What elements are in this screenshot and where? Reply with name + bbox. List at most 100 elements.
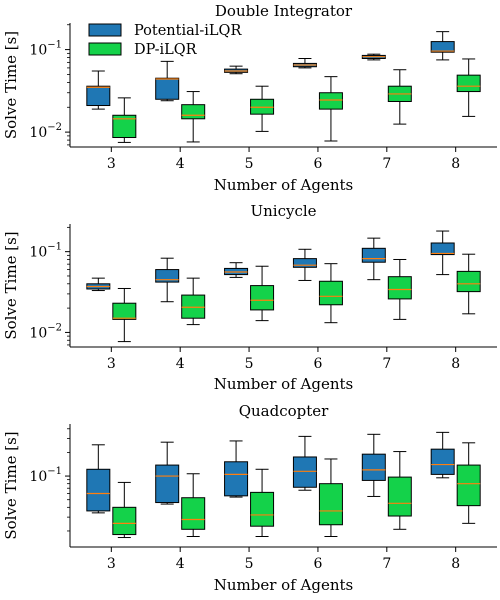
panel-1: Double Integrator 10−2 10−1 Solve Time [s] 3… (2, 2, 497, 194)
x-tick-label: 3 (107, 556, 116, 572)
legend-entry: Potential-iLQR (88, 23, 242, 39)
box-dp-ilqr (250, 85, 275, 132)
panel-3: Quadcopter 10−1 Solve Time [s] 3 4 5 6 7 8 Number… (2, 402, 497, 594)
iqr-box (155, 464, 180, 504)
box-potential-ilqr (292, 435, 317, 491)
box-dp-ilqr (318, 263, 343, 324)
box-potential-ilqr (430, 230, 455, 276)
x-tick-label: 8 (451, 156, 460, 172)
legend-label: Potential-iLQR (134, 23, 242, 39)
iqr-box (430, 41, 455, 53)
x-tick-label: 7 (382, 556, 391, 572)
box-potential-ilqr (292, 57, 317, 69)
box-dp-ilqr (456, 253, 481, 315)
x-axis-label: Number of Agents (214, 176, 353, 194)
iqr-box (456, 270, 481, 293)
x-tick-label: 7 (382, 356, 391, 372)
x-tick-label: 5 (245, 156, 254, 172)
iqr-box (318, 280, 343, 306)
iqr-box (387, 476, 412, 517)
box-potential-ilqr (292, 248, 317, 281)
box-potential-ilqr (155, 60, 180, 102)
box-potential-ilqr (361, 237, 386, 281)
iqr-box (224, 461, 249, 497)
box-potential-ilqr (224, 262, 249, 278)
y-tick-label: 10−1 (29, 40, 62, 59)
x-tick-label: 4 (176, 356, 185, 372)
iqr-box (112, 506, 137, 536)
box-potential-ilqr (361, 53, 386, 61)
box-dp-ilqr (318, 458, 343, 538)
legend-swatch (88, 42, 122, 56)
panel-title: Unicycle (250, 202, 316, 220)
box-dp-ilqr (387, 451, 412, 530)
legend-swatch (88, 23, 122, 37)
iqr-box (387, 276, 412, 300)
panel-title: Quadcopter (239, 402, 329, 420)
box-potential-ilqr (430, 31, 455, 61)
legend-label: DP-iLQR (134, 42, 198, 58)
iqr-box (181, 294, 206, 319)
x-tick-label: 5 (245, 556, 254, 572)
iqr-box (361, 453, 386, 481)
panel-2: Unicycle 10−2 10−1 Solve Time [s] 3 4 5 6 7 8 Numb… (2, 202, 497, 393)
y-axis-label: Solve Time [s] (2, 31, 20, 139)
x-axis-label: Number of Agents (214, 375, 353, 393)
iqr-box (456, 74, 481, 93)
box-dp-ilqr (181, 277, 206, 326)
box-potential-ilqr (86, 70, 111, 110)
box-dp-ilqr (250, 265, 275, 322)
x-axis-label: Number of Agents (214, 576, 353, 594)
iqr-box (155, 77, 180, 100)
box-dp-ilqr (250, 468, 275, 538)
iqr-box (112, 302, 137, 320)
box-dp-ilqr (181, 473, 206, 538)
x-tick-label: 5 (245, 356, 254, 372)
iqr-box (155, 269, 180, 283)
legend: Potential-iLQR DP-iLQR (88, 23, 242, 58)
x-tick-label: 3 (107, 356, 116, 372)
box-potential-ilqr (155, 441, 180, 505)
x-tick-label: 8 (451, 556, 460, 572)
iqr-box (250, 491, 275, 527)
box-dp-ilqr (387, 258, 412, 320)
iqr-box (430, 242, 455, 256)
iqr-box (456, 464, 481, 507)
y-axis-label: Solve Time [s] (2, 431, 20, 539)
iqr-box (86, 468, 111, 512)
box-dp-ilqr (181, 91, 206, 143)
iqr-box (181, 104, 206, 120)
x-tick-label: 6 (313, 156, 322, 172)
box-dp-ilqr (318, 76, 343, 142)
iqr-box (318, 92, 343, 110)
y-tick-label: 10−2 (29, 322, 62, 341)
legend-entry: DP-iLQR (88, 42, 198, 58)
iqr-box (318, 483, 343, 526)
y-tick-label: 10−1 (29, 466, 62, 485)
x-tick-label: 6 (313, 356, 322, 372)
box-potential-ilqr (224, 440, 249, 498)
box-dp-ilqr (112, 287, 137, 343)
x-tick-label: 7 (382, 156, 391, 172)
box-dp-ilqr (456, 58, 481, 117)
box-dp-ilqr (456, 442, 481, 524)
iqr-box (86, 85, 111, 107)
box-potential-ilqr (86, 444, 111, 514)
iqr-box (361, 247, 386, 263)
panel-title: Double Integrator (215, 2, 353, 20)
y-tick-label: 10−2 (29, 122, 62, 141)
box-potential-ilqr (224, 65, 249, 75)
iqr-box (430, 448, 455, 475)
iqr-box (292, 258, 317, 268)
y-axis-label: Solve Time [s] (2, 231, 20, 339)
box-dp-ilqr (387, 69, 412, 125)
x-tick-label: 6 (313, 556, 322, 572)
box-dp-ilqr (112, 97, 137, 143)
box-potential-ilqr (361, 433, 386, 497)
box-dp-ilqr (112, 481, 137, 539)
x-tick-label: 8 (451, 356, 460, 372)
x-tick-label: 4 (176, 556, 185, 572)
box-potential-ilqr (155, 257, 180, 303)
x-tick-label: 3 (107, 156, 116, 172)
